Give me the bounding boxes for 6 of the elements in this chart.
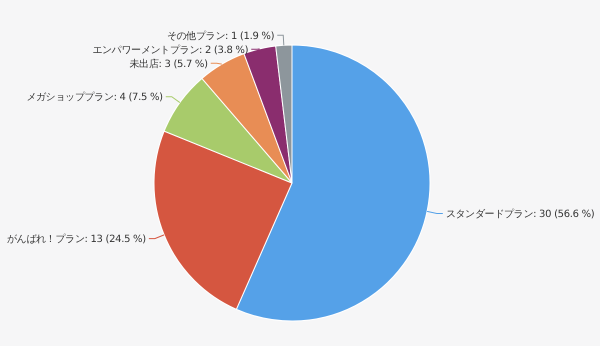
slice-label: スタンダードプラン: 30 (56.6 %) (446, 208, 595, 220)
slice-label: 未出店: 3 (5.7 %) (129, 58, 208, 70)
slice-label: がんばれ！プラン: 13 (24.5 %) (6, 233, 146, 246)
slice-label: その他プラン: 1 (1.9 %) (166, 30, 275, 42)
slice-label: メガショッププラン: 4 (7.5 %) (26, 91, 164, 104)
slice-label: エンパワーメントプラン: 2 (3.8 %) (92, 44, 249, 56)
